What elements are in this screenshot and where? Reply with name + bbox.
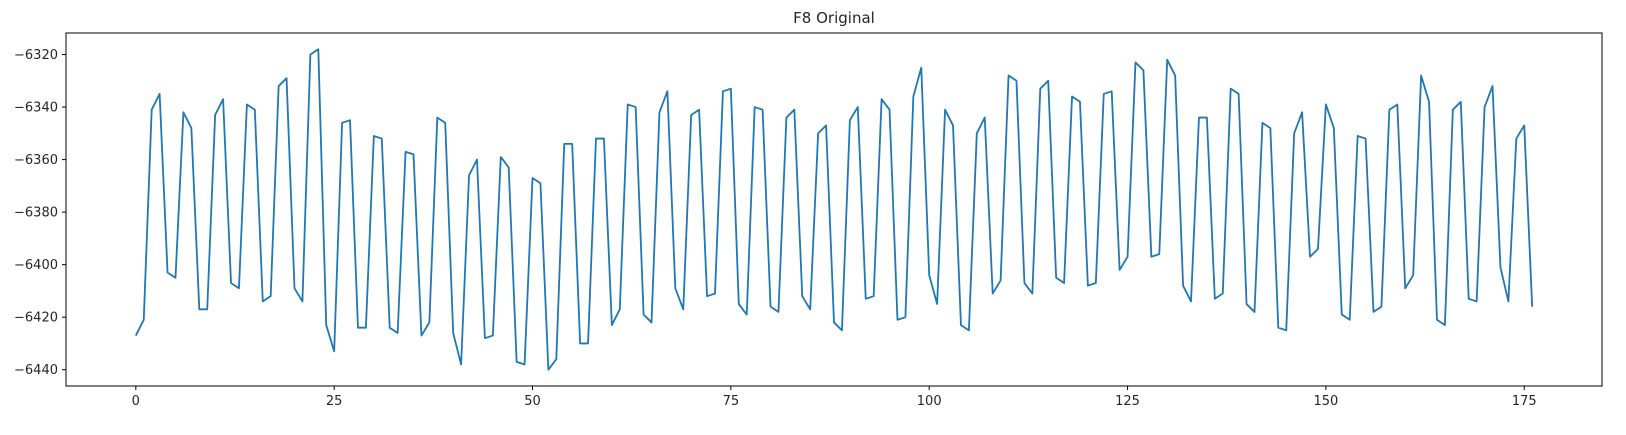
x-tick-label: 75 <box>723 394 740 409</box>
y-tick-label: −6440 <box>14 363 58 378</box>
y-tick-label: −6360 <box>14 153 58 168</box>
x-tick-label: 50 <box>524 394 541 409</box>
series-layer <box>135 48 1534 371</box>
chart-title: F8 Original <box>793 9 875 27</box>
x-tick-label: 150 <box>1313 394 1338 409</box>
x-axis: 0 25 50 75 100 125 150 175 <box>132 386 1537 409</box>
y-tick-label: −6420 <box>14 311 58 326</box>
y-axis: −6440 −6420 −6400 −6380 −6360 −6340 −6320 <box>14 48 66 378</box>
x-tick-label: 125 <box>1115 394 1140 409</box>
y-tick-label: −6400 <box>14 258 58 273</box>
x-tick-label: 25 <box>326 394 343 409</box>
x-tick-label: 175 <box>1512 394 1537 409</box>
y-tick-label: −6320 <box>14 48 58 63</box>
x-tick-label: 100 <box>917 394 942 409</box>
plot-area-frame <box>65 32 1603 387</box>
y-tick-label: −6340 <box>14 101 58 116</box>
y-tick-label: −6380 <box>14 206 58 221</box>
series-line <box>135 48 1534 371</box>
x-tick-label: 0 <box>132 394 140 409</box>
